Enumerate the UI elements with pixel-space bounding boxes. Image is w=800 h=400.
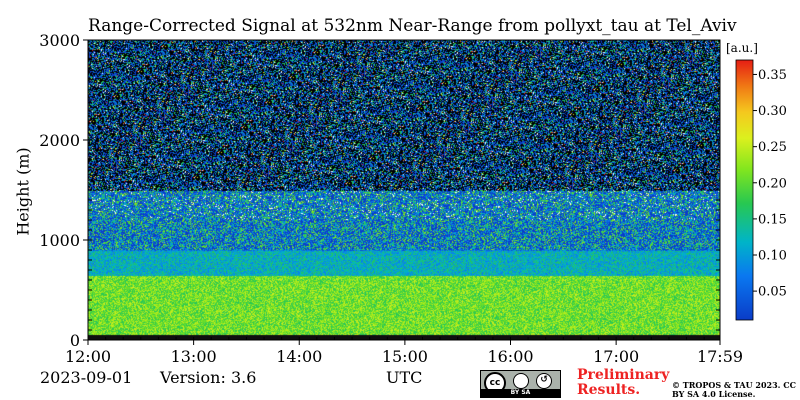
y-tick-label: 0 bbox=[70, 331, 80, 350]
colorbar-unit-label: [a.u.] bbox=[726, 41, 758, 55]
x-tick-label: 17:00 bbox=[593, 347, 639, 366]
x-tick-label: 16:00 bbox=[487, 347, 533, 366]
colorbar-tick-label: 0.30 bbox=[758, 104, 787, 119]
date-label: 2023-09-01 bbox=[40, 368, 133, 387]
colorbar-tick-label: 0.10 bbox=[758, 249, 787, 264]
colorbar-tick-label: 0.15 bbox=[758, 212, 787, 227]
colorbar-tick-label: 0.35 bbox=[758, 68, 787, 83]
cc-license-badge: cc ↺ BY SA bbox=[480, 370, 561, 398]
x-tick-label: 14:00 bbox=[276, 347, 322, 366]
colorbar-gradient bbox=[735, 59, 754, 321]
copyright-note: © TROPOS & TAU 2023. CC BY SA 4.0 Licens… bbox=[672, 380, 796, 399]
by-icon bbox=[513, 373, 529, 389]
chart-title: Range-Corrected Signal at 532nm Near-Ran… bbox=[88, 16, 737, 36]
version-label: Version: 3.6 bbox=[160, 368, 257, 387]
x-axis-ticks: 12:00 13:00 14:00 15:00 16:00 17:00 17:59 bbox=[65, 40, 743, 366]
x-tick-label: 17:59 bbox=[697, 347, 743, 366]
y-tick-label: 3000 bbox=[39, 31, 80, 50]
colorbar-tick-label: 0.25 bbox=[758, 140, 787, 155]
heatmap-raster bbox=[88, 40, 720, 340]
colorbar-tick-label: 0.20 bbox=[758, 176, 787, 191]
y-tick-label: 2000 bbox=[39, 131, 80, 150]
preliminary-results-note: Preliminary Results. bbox=[577, 367, 670, 398]
license-badge-text: BY SA bbox=[481, 389, 560, 397]
x-tick-label: 15:00 bbox=[382, 347, 428, 366]
colorbar-tick-label: 0.05 bbox=[758, 285, 787, 300]
y-axis-ticks: 0 1000 2000 3000 bbox=[39, 31, 720, 350]
y-tick-label: 1000 bbox=[39, 231, 80, 250]
sa-icon: ↺ bbox=[536, 373, 552, 389]
plot-area bbox=[87, 39, 721, 341]
x-axis-label: UTC bbox=[386, 368, 423, 387]
x-tick-label: 13:00 bbox=[171, 347, 217, 366]
x-tick-label: 12:00 bbox=[65, 347, 111, 366]
colorbar: 0.05 0.10 0.15 0.20 0.25 0.30 0.35 bbox=[735, 59, 787, 321]
y-axis-label: Height (m) bbox=[13, 147, 33, 236]
